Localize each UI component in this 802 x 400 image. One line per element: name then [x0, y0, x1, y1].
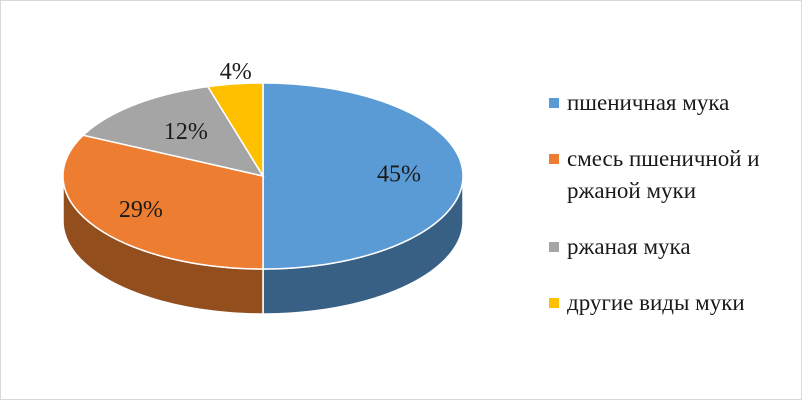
- data-label: 12%: [164, 119, 208, 145]
- legend-swatch: [549, 298, 559, 308]
- legend-swatch: [549, 242, 559, 252]
- legend-swatch: [549, 154, 559, 164]
- legend-item: смесь пшеничной и ржаной муки: [549, 143, 799, 207]
- legend-item: ржаная мука: [549, 231, 799, 263]
- pie-area: 45% 29% 12% 4%: [62, 59, 464, 315]
- data-label: 4%: [220, 59, 252, 85]
- slice: [62, 134, 264, 270]
- data-label: 29%: [119, 197, 163, 223]
- slice: [206, 82, 264, 179]
- legend-label: смесь пшеничной и ржаной муки: [567, 146, 760, 203]
- legend-swatch: [549, 98, 559, 108]
- slice: [81, 85, 265, 178]
- slice: [262, 82, 464, 270]
- legend-item: пшеничная мука: [549, 87, 799, 119]
- legend-label: другие виды муки: [567, 290, 745, 315]
- legend-item: другие виды муки: [549, 287, 799, 319]
- data-label: 45%: [377, 162, 421, 188]
- legend-label: ржаная мука: [567, 234, 691, 259]
- legend-label: пшеничная мука: [567, 90, 730, 115]
- legend: пшеничная мука смесь пшеничной и ржаной м…: [549, 87, 799, 343]
